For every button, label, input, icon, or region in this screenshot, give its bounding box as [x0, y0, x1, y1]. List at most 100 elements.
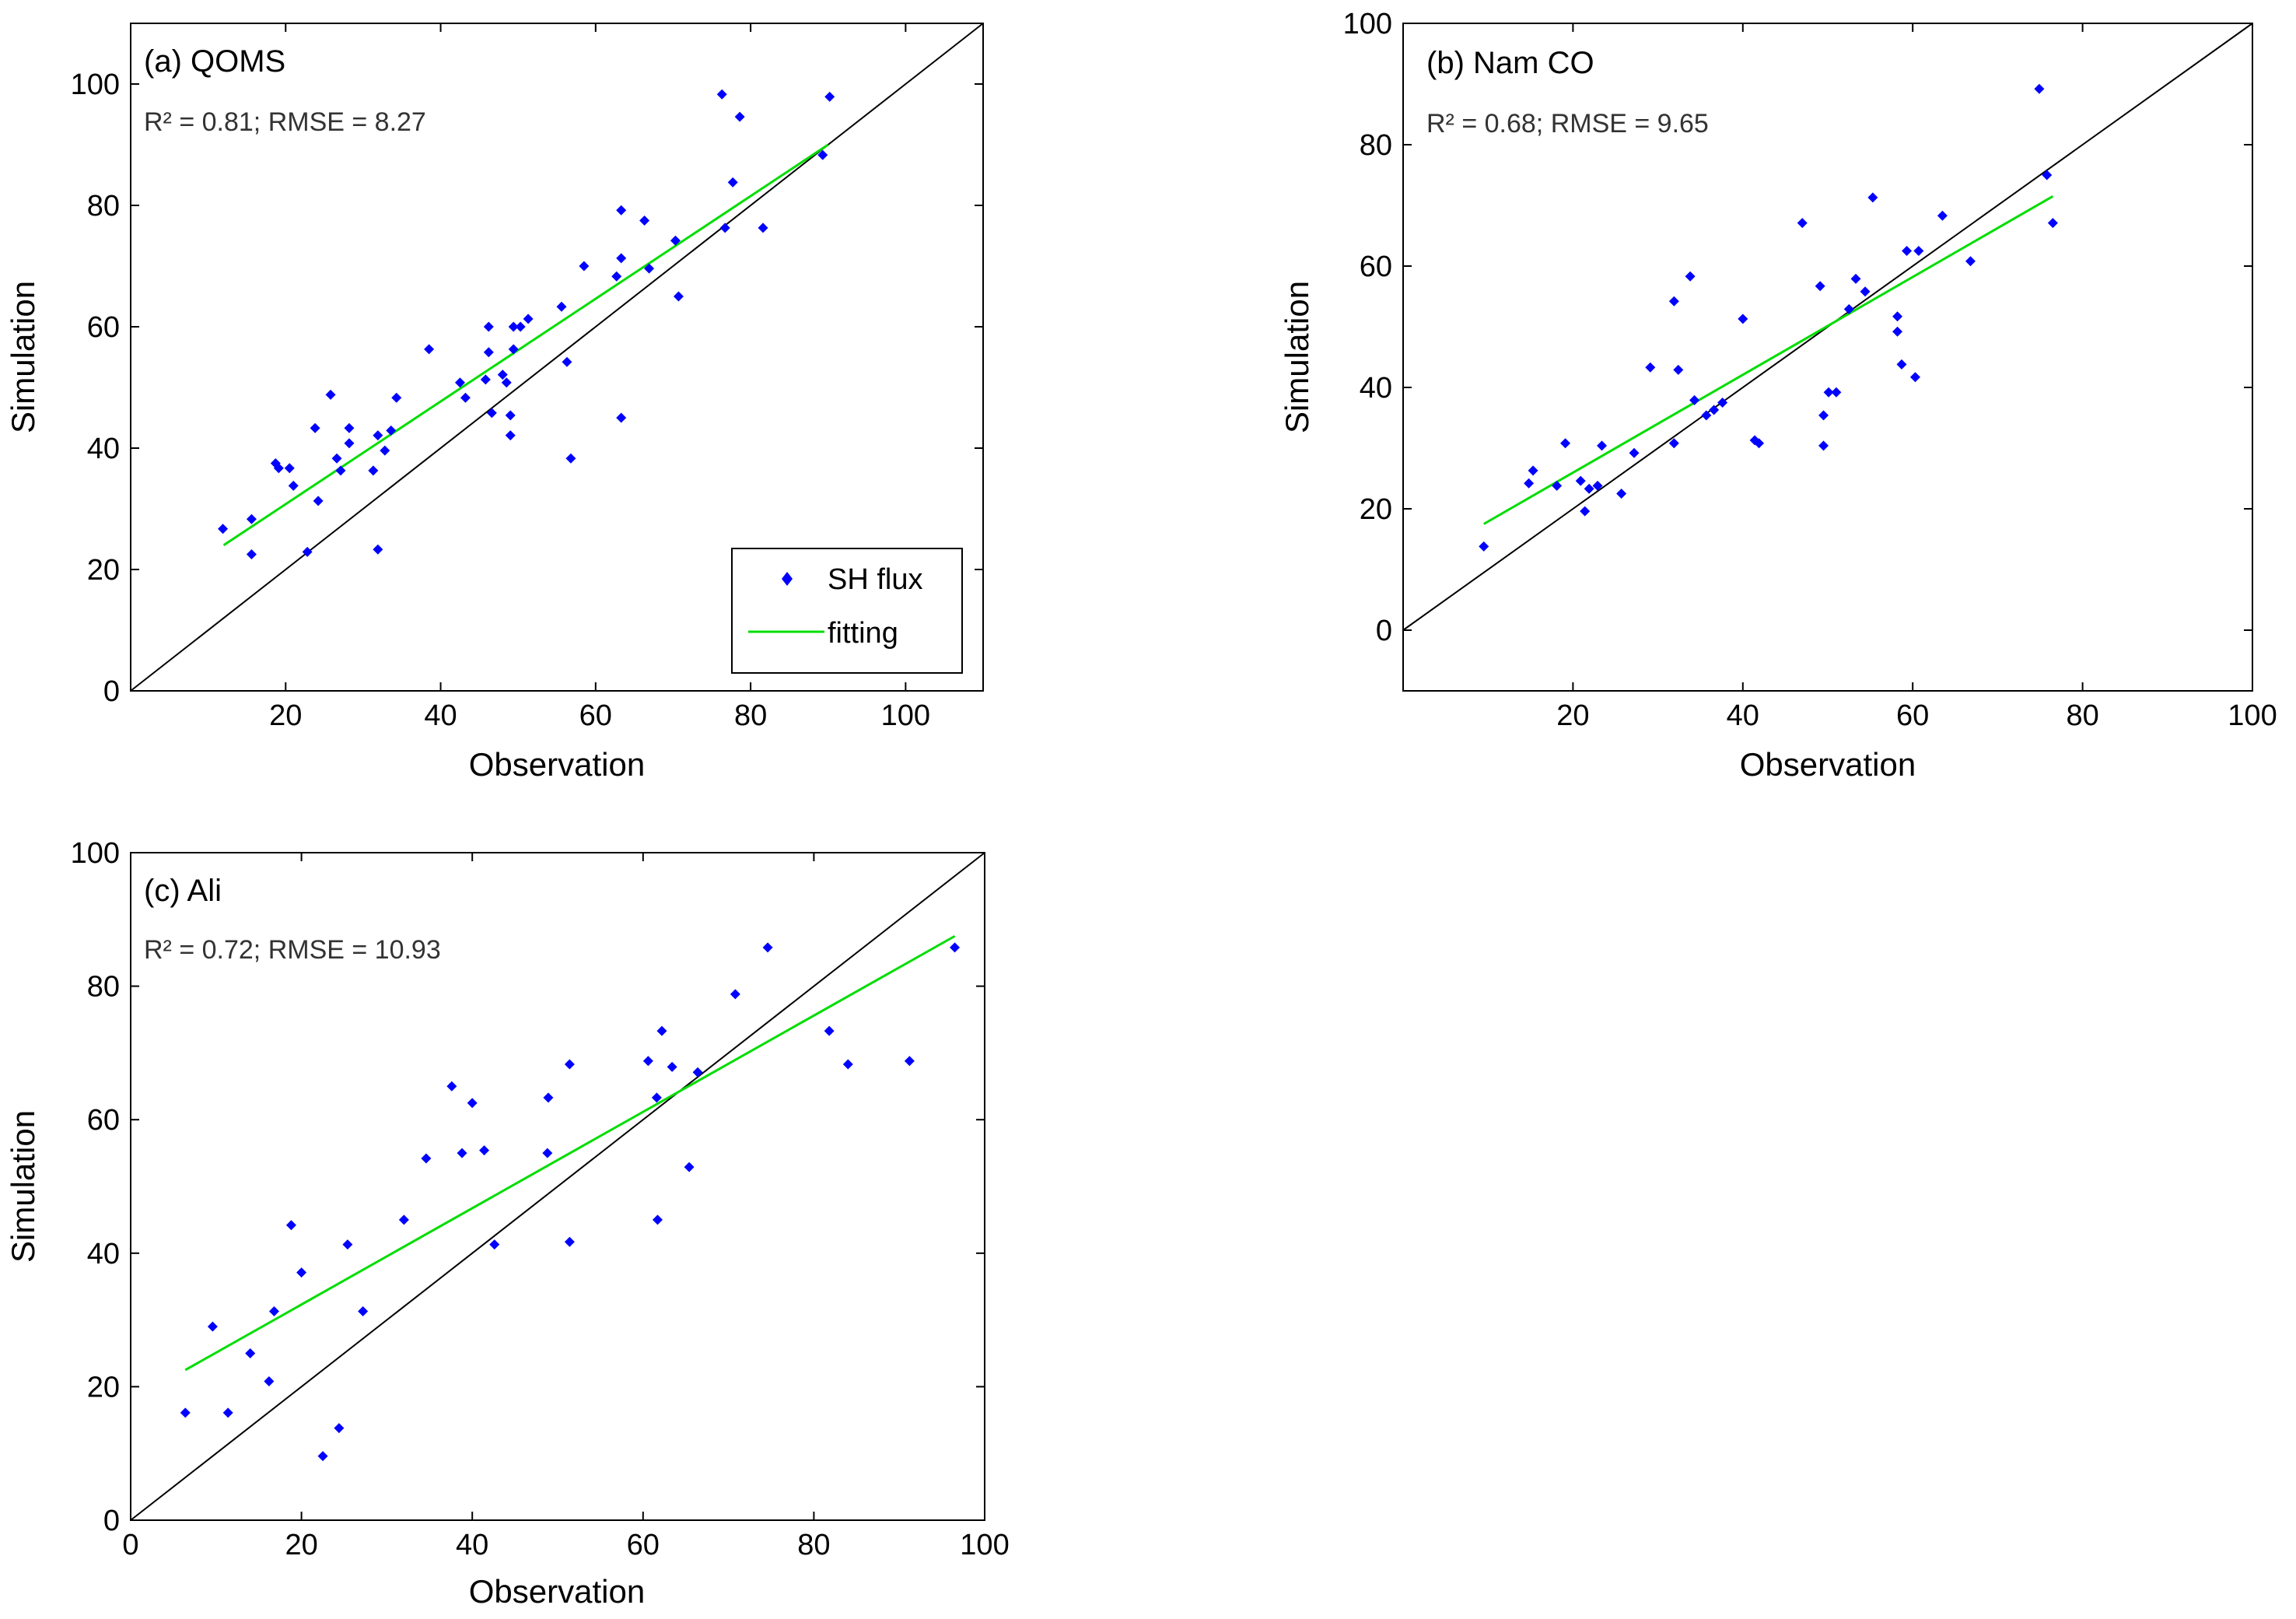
data-point: [656, 1025, 667, 1036]
panel-a-xlabel: Observation: [469, 746, 645, 783]
data-point: [342, 1239, 353, 1250]
data-point: [673, 291, 684, 302]
data-point: [1965, 256, 1976, 267]
data-point: [1709, 405, 1720, 415]
panel-b-title: (b) Nam CO: [1426, 46, 1594, 80]
data-point: [1580, 506, 1591, 517]
panel-c-xlabel: Observation: [469, 1573, 645, 1610]
data-point: [302, 546, 313, 557]
data-point: [1909, 372, 1920, 383]
x-tick-label: 0: [122, 1529, 138, 1561]
data-point: [734, 111, 745, 122]
data-point: [386, 425, 397, 436]
data-point: [1818, 440, 1829, 451]
data-point: [1629, 447, 1640, 458]
data-point: [285, 1220, 296, 1231]
panel-c: 0 20 40 60 80 100 0 20 40 60 80 100 (c) Ali R² = 0.…: [5, 837, 1010, 1610]
x-tick-label: 100: [881, 699, 930, 732]
data-point: [373, 544, 383, 555]
data-point: [497, 370, 508, 380]
data-point: [515, 321, 526, 332]
data-point: [1843, 303, 1854, 314]
x-tick-label: 80: [797, 1529, 830, 1561]
y-tick-label: 0: [103, 675, 120, 708]
y-tick-label: 40: [1360, 372, 1392, 405]
data-point: [325, 389, 336, 400]
data-point: [245, 1348, 256, 1358]
data-point: [616, 205, 627, 216]
data-point: [542, 1148, 553, 1158]
data-point: [716, 89, 727, 100]
data-point: [758, 223, 768, 233]
x-tick-label: 60: [1896, 699, 1929, 732]
x-tick-label: 60: [627, 1529, 660, 1561]
data-point: [1685, 271, 1696, 282]
y-tick-label: 80: [87, 190, 120, 223]
y-tick-label: 80: [1360, 129, 1392, 162]
data-point: [486, 408, 497, 419]
data-point: [246, 513, 257, 524]
data-point: [824, 1025, 835, 1036]
legend-label-sh-flux: SH flux: [828, 563, 922, 596]
y-tick-label: 40: [87, 1238, 120, 1270]
data-point: [334, 1423, 345, 1434]
x-tick-label: 40: [424, 699, 457, 732]
data-point: [644, 263, 655, 274]
identity-line: [130, 852, 985, 1521]
x-tick-label: 100: [960, 1529, 1009, 1561]
data-point: [480, 374, 491, 385]
data-point: [1616, 489, 1627, 499]
data-point: [1560, 438, 1571, 449]
legend: SH flux fitting: [731, 548, 963, 674]
data-point: [1689, 394, 1700, 405]
data-point: [284, 463, 295, 474]
data-point: [639, 216, 650, 226]
data-point: [1797, 218, 1808, 229]
data-point: [1831, 387, 1842, 398]
legend-marker-sh-flux: [782, 572, 793, 586]
x-tick-label: 80: [2066, 699, 2098, 732]
data-point: [1738, 314, 1748, 324]
data-point: [1850, 273, 1861, 284]
data-point: [467, 1098, 478, 1109]
y-tick-label: 40: [87, 433, 120, 465]
y-tick-label: 0: [103, 1505, 120, 1537]
data-point: [564, 1236, 575, 1247]
y-tick-label: 100: [71, 837, 120, 870]
panel-c-title: (c) Ali: [144, 874, 222, 908]
data-point: [460, 392, 471, 403]
data-point: [207, 1321, 218, 1332]
data-point: [727, 177, 738, 187]
panel-b-stats: R² = 0.68; RMSE = 9.65: [1426, 109, 1709, 138]
data-point: [483, 347, 494, 358]
data-point: [508, 344, 519, 355]
y-tick-label: 20: [1360, 493, 1392, 526]
data-point: [368, 465, 379, 476]
data-point: [842, 1059, 853, 1070]
data-point: [616, 412, 627, 423]
data-point: [1592, 480, 1603, 491]
data-point: [479, 1145, 490, 1156]
data-point: [380, 445, 390, 456]
data-point: [313, 496, 324, 506]
fit-line: [184, 934, 956, 1372]
y-tick-label: 60: [1360, 251, 1392, 283]
data-point: [2047, 218, 2058, 229]
data-point: [1584, 483, 1594, 494]
panel-a-plot: 20 40 60 80 100 0 20 40 60 80 100: [71, 23, 984, 732]
data-point: [1896, 359, 1907, 370]
data-point: [398, 1214, 409, 1225]
data-point: [1673, 364, 1684, 375]
data-point: [1701, 410, 1712, 421]
data-point: [667, 1061, 677, 1072]
data-point: [454, 377, 465, 388]
data-point: [268, 1305, 279, 1316]
data-point: [2034, 83, 2045, 94]
data-point: [489, 1239, 500, 1250]
panel-b-frame: [1402, 23, 2253, 692]
y-tick-label: 100: [1343, 8, 1392, 40]
data-point: [562, 356, 572, 367]
y-tick-label: 0: [1376, 615, 1392, 647]
panel-b-ylabel: Simulation: [1279, 281, 1315, 433]
